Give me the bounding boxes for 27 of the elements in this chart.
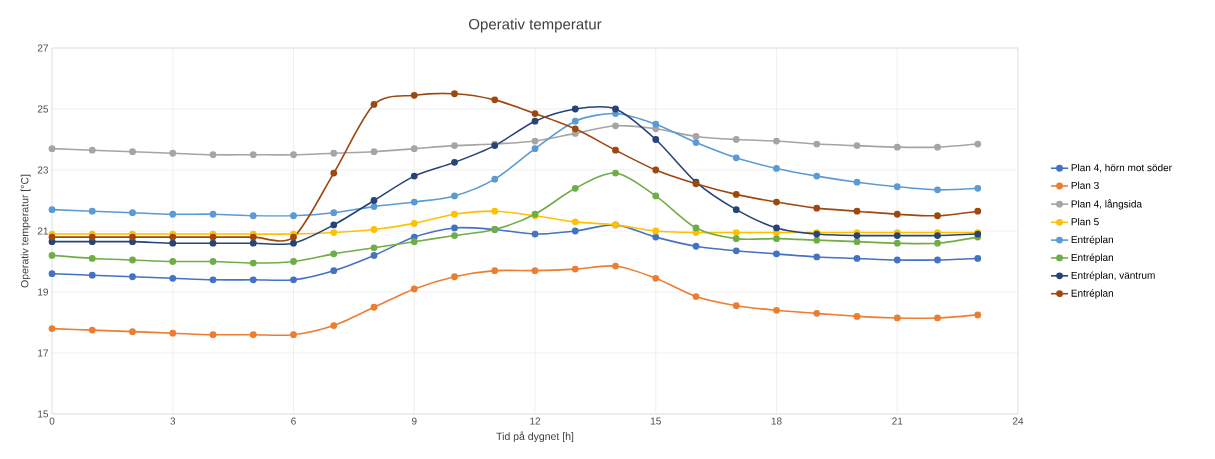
y-tick-label: 21 [37,227,48,235]
legend-label: Entréplan, väntrum [1071,271,1155,281]
y-tick-label: 27 [37,44,48,52]
y-tick-label: 23 [37,166,49,174]
legend-label: Entréplan [1071,289,1114,299]
y-tick-label: 25 [37,105,49,113]
x-tick-label: 6 [291,417,296,425]
legend-label: Entréplan [1071,253,1114,263]
legend-label: Entréplan [1071,235,1114,246]
x-tick-label: 0 [49,417,55,425]
y-tick-label: 17 [38,349,48,357]
x-tick-label: 3 [170,417,176,425]
x-tick-label: 9 [411,417,417,425]
legend-label: Plan 4, långsida [1071,199,1142,210]
x-axis-title: Tid på dygnet [h] [496,431,574,443]
x-tick-label: 12 [530,417,541,425]
x-tick-label: 21 [892,417,903,425]
chart-title: Operativ temperatur [469,18,602,33]
legend-label: Plan 3 [1071,181,1099,189]
x-tick-label: 15 [650,417,661,425]
y-axis-title: Operativ temperatur [°C] [20,174,31,288]
legend-label: Plan 4, hörn mot söder [1071,163,1172,173]
y-tick-label: 19 [38,288,49,296]
x-tick-label: 18 [771,417,782,425]
x-tick-label: 24 [1012,417,1024,425]
legend-label: Plan 5 [1071,217,1099,226]
y-tick-label: 15 [38,410,49,418]
